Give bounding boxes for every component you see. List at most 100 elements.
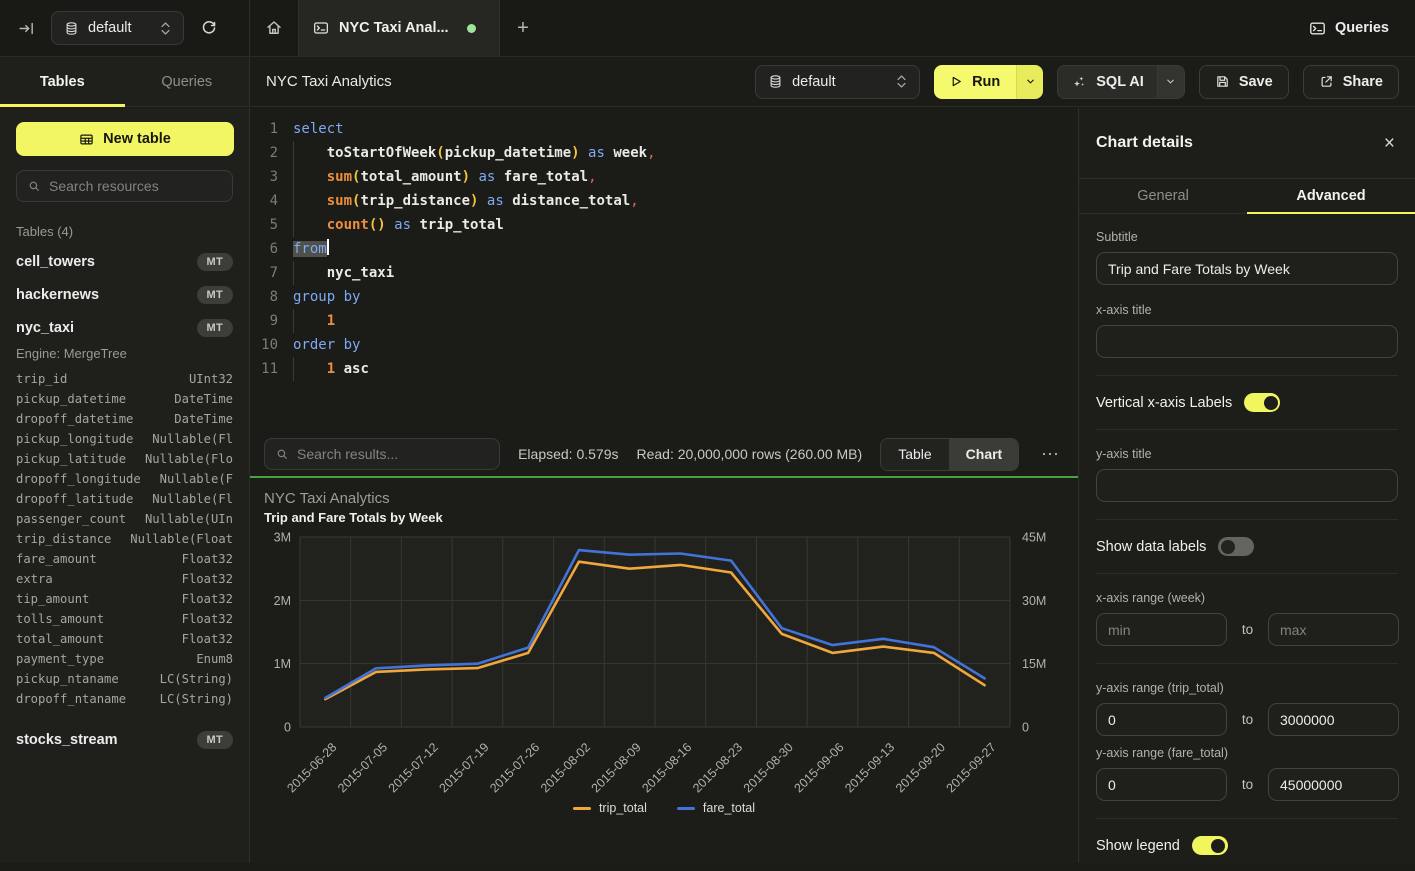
to-label: to [1227,622,1268,637]
text-cursor [327,239,329,255]
close-panel-button[interactable]: × [1384,134,1395,153]
home-button[interactable] [250,0,298,56]
show-data-labels-toggle[interactable] [1218,537,1254,556]
x-axis-tick: 2015-07-05 [335,740,390,795]
sql-ai-button[interactable]: SQL AI [1057,65,1185,99]
right-axis-tick: 0 [1022,721,1029,735]
table-row-cell-towers[interactable]: cell_towers MT [16,245,233,278]
left-axis-tick: 1M [274,657,291,671]
legend-item-trip_total[interactable]: trip_total [573,801,647,815]
view-toggle-chart[interactable]: Chart [949,439,1019,470]
code-line: 2 toStartOfWeek(pickup_datetime) as week… [250,141,1078,165]
new-tab-button[interactable]: + [500,0,546,56]
tab-general[interactable]: General [1079,179,1247,213]
x-axis-tick: 2015-08-16 [639,740,694,795]
code-token [504,193,512,209]
sql-ai-options-caret[interactable] [1157,66,1184,98]
code-token: group by [293,289,360,305]
code-token: 1 [327,361,335,377]
yaxis-range-trip-max-input[interactable] [1268,703,1399,736]
yaxis-range-fare-max-input[interactable] [1268,768,1399,801]
sparkles-icon [1071,74,1087,90]
resources-sidebar: New table Tables (4) cell_towers MT hack… [0,108,250,863]
results-search [264,438,500,470]
code-token [293,169,327,185]
refresh-icon [200,19,218,37]
x-axis-tick: 2015-07-12 [386,740,441,795]
divider [1096,818,1398,819]
queries-button-label: Queries [1335,20,1389,36]
close-icon: × [1384,133,1395,154]
run-database-selector-value: default [792,74,887,90]
tab-title: NYC Taxi Anal... [339,20,449,36]
code-line: 3 sum(total_amount) as fare_total, [250,165,1078,189]
table-row-stocks-stream[interactable]: stocks_stream MT [16,723,233,756]
vertical-xaxis-labels-toggle[interactable] [1244,393,1280,412]
line-number: 9 [250,309,278,333]
column-type: Nullable(Float [130,529,233,549]
query-title: NYC Taxi Analytics [266,73,392,90]
tab-nyc-taxi-analytics[interactable]: NYC Taxi Anal... [298,0,500,56]
column-type: LC(String) [160,669,233,689]
new-table-button[interactable]: New table [16,122,234,156]
share-button[interactable]: Share [1303,65,1399,99]
toolbar-actions: default Run SQL AI [755,65,1399,99]
column-type: Float32 [182,589,233,609]
xaxis-title-input[interactable] [1096,325,1398,358]
line-number: 3 [250,165,278,189]
legend-item-fare_total[interactable]: fare_total [677,801,755,815]
chart-details-body: Subtitle x-axis title Vertical x-axis La… [1079,214,1415,871]
show-legend-toggle[interactable] [1192,836,1228,855]
yaxis-range-trip-min-input[interactable] [1096,703,1227,736]
view-toggle-table[interactable]: Table [881,439,948,470]
yaxis-range-fare-min-input[interactable] [1096,768,1227,801]
database-selector[interactable]: default [51,11,184,45]
x-axis-tick: 2015-07-19 [437,740,492,795]
run-database-selector[interactable]: default [755,65,920,99]
refresh-button[interactable] [196,15,222,41]
line-number: 10 [250,333,278,357]
table-row-nyc-taxi[interactable]: nyc_taxi MT [16,311,233,344]
database-icon [768,74,783,89]
xaxis-title-field-label: x-axis title [1096,303,1398,317]
save-button[interactable]: Save [1199,65,1289,99]
column-type: DateTime [174,409,233,429]
sidebar-tab-tables[interactable]: Tables [0,57,125,106]
run-button[interactable]: Run [934,65,1043,99]
yaxis-title-input[interactable] [1096,469,1398,502]
column-name: extra [16,569,53,589]
tab-advanced[interactable]: Advanced [1247,179,1415,213]
sql-ai-button-main[interactable]: SQL AI [1058,66,1157,98]
line-chart[interactable]: 001M15M2M30M3M45M2015-06-282015-07-05201… [250,530,1078,815]
sidebar-tab-queries[interactable]: Queries [125,57,250,106]
column-type: Float32 [182,569,233,589]
results-search-input[interactable] [297,446,489,462]
code-token: count [327,217,369,233]
x-axis-tick: 2015-07-26 [487,740,542,795]
more-options-button[interactable]: ⋯ [1037,444,1064,465]
x-axis-tick: 2015-06-28 [284,740,339,795]
run-options-caret[interactable] [1016,65,1043,99]
sql-editor[interactable]: 1select2 toStartOfWeek(pickup_datetime) … [250,108,1078,430]
database-selector-value: default [88,20,151,36]
xaxis-range-min-input[interactable] [1096,613,1227,646]
play-icon [950,75,963,88]
line-number: 1 [250,117,278,141]
resource-search-input[interactable] [49,178,222,194]
elapsed-time: Elapsed: 0.579s [518,446,618,462]
xaxis-range-max-input[interactable] [1268,613,1399,646]
collapse-sidebar-icon [18,20,35,37]
code-line: 8group by [250,285,1078,309]
run-button-label: Run [972,74,1000,90]
queries-button[interactable]: Queries [1309,20,1389,37]
share-icon [1319,74,1334,89]
code-token [293,313,327,329]
subtitle-input[interactable] [1096,252,1398,285]
chart-details-panel: Chart details × General Advanced Subtitl… [1078,108,1415,863]
run-button-main[interactable]: Run [934,65,1016,99]
collapse-sidebar-button[interactable] [14,16,39,41]
table-row-hackernews[interactable]: hackernews MT [16,278,233,311]
column-row: dropoff_datetimeDateTime [16,409,233,429]
column-type: UInt32 [189,369,233,389]
code-line: 11 1 asc [250,357,1078,381]
